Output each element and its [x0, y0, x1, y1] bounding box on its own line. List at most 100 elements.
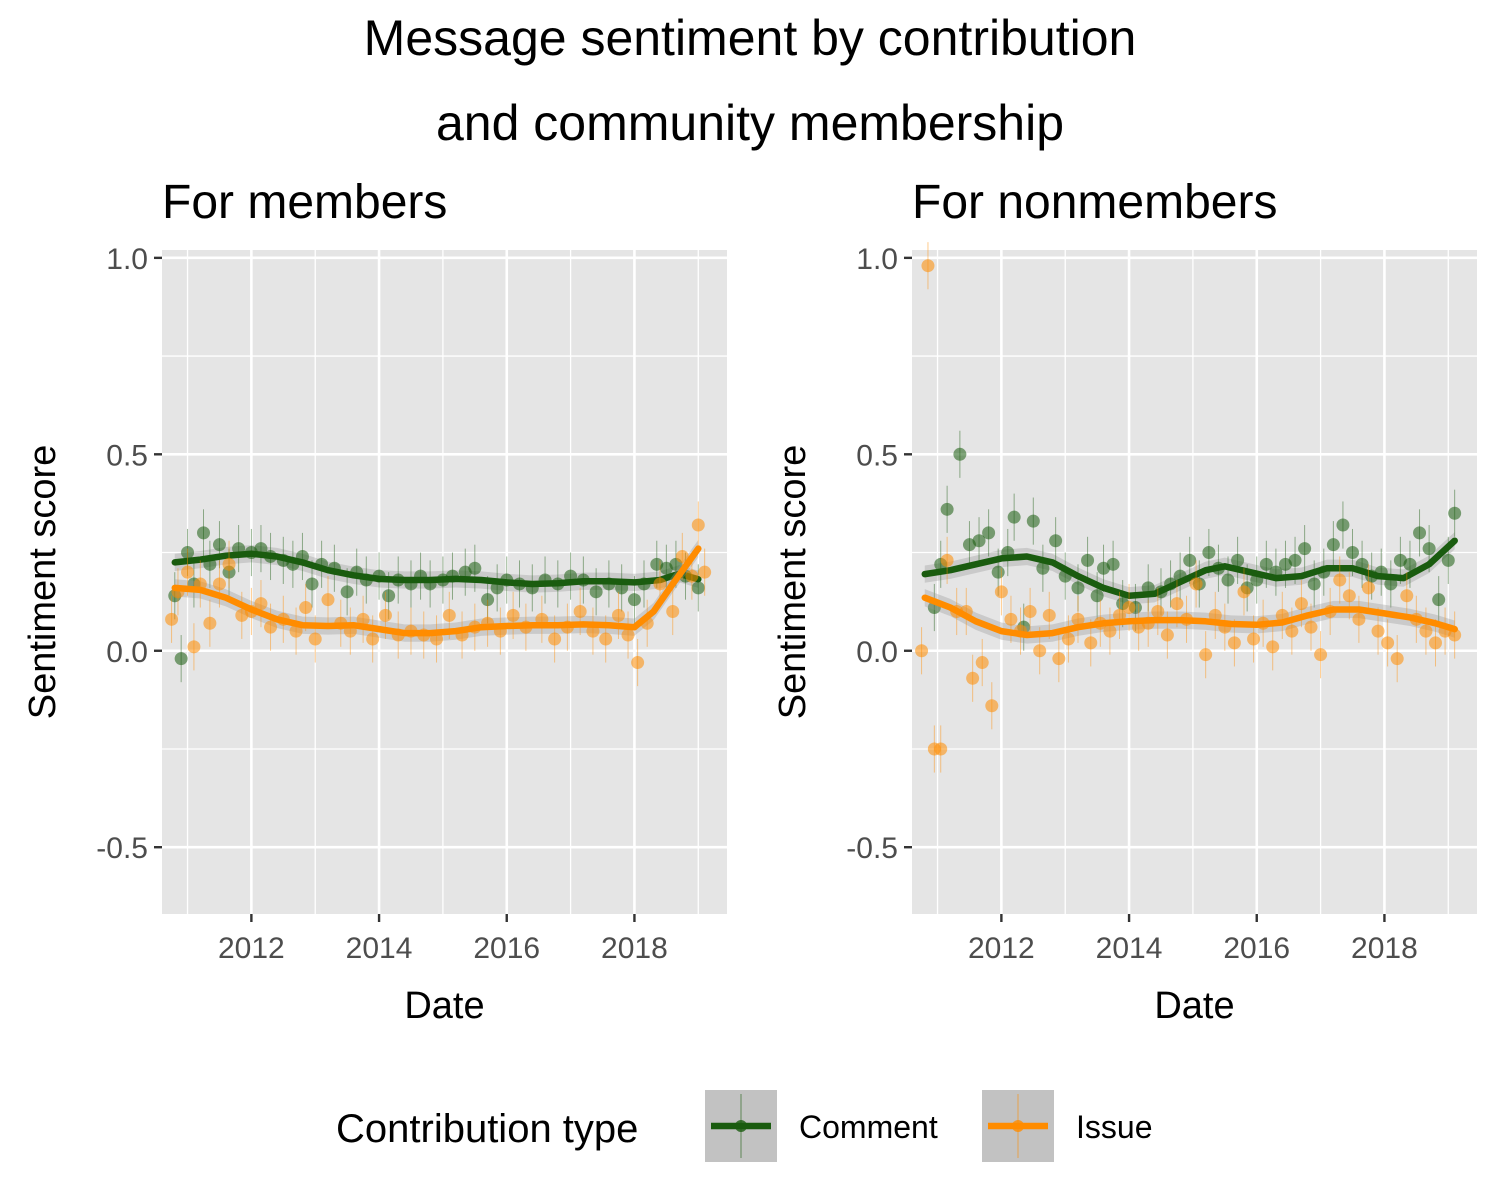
data-point: [691, 518, 705, 532]
data-point: [698, 565, 712, 579]
data-point: [1448, 506, 1462, 520]
data-point: [1419, 624, 1433, 638]
data-point: [1422, 542, 1436, 556]
data-point: [1061, 632, 1075, 646]
smooth-line: [921, 594, 1458, 639]
data-point: [611, 608, 625, 622]
data-point: [382, 589, 396, 603]
data-point: [975, 656, 989, 670]
data-point: [1183, 553, 1197, 567]
data-point: [165, 612, 179, 626]
data-point: [181, 546, 195, 560]
y-axis-label: Sentiment score: [772, 445, 814, 720]
data-point: [1403, 557, 1417, 571]
panel-title: For nonmembers: [912, 176, 1277, 229]
data-point: [1307, 577, 1321, 591]
data-point: [1071, 612, 1085, 626]
data-point: [1049, 534, 1063, 548]
legend-label: Comment: [799, 1109, 938, 1145]
data-point: [953, 447, 967, 461]
y-tick-label: -0.5: [846, 832, 898, 865]
data-point: [991, 565, 1005, 579]
panel-title: For members: [162, 176, 447, 229]
data-point: [1247, 632, 1261, 646]
y-tick-label: 0.5: [856, 439, 898, 472]
data-point: [1052, 652, 1066, 666]
legend-key-point: [1012, 1120, 1024, 1132]
legend-key-point: [735, 1120, 747, 1132]
data-point: [573, 604, 587, 618]
data-point: [378, 608, 392, 622]
y-tick-label: 0.0: [106, 636, 148, 669]
series-comment: [921, 430, 1462, 651]
x-tick-label: 2016: [1223, 932, 1290, 965]
data-point: [264, 620, 278, 634]
data-point: [599, 632, 613, 646]
x-tick-label: 2012: [218, 932, 285, 965]
data-point: [196, 526, 210, 540]
x-axis-label: Date: [1154, 985, 1234, 1027]
data-point: [1326, 538, 1340, 552]
data-point: [1122, 601, 1136, 615]
data-point: [1202, 546, 1216, 560]
data-point: [212, 577, 226, 591]
data-point: [321, 593, 335, 607]
data-point: [627, 593, 641, 607]
data-point: [548, 632, 562, 646]
data-point: [1189, 577, 1203, 591]
data-point: [1221, 573, 1235, 587]
data-point: [1381, 636, 1395, 650]
y-tick-label: 1.0: [856, 243, 898, 276]
data-point: [203, 616, 217, 630]
data-point: [666, 604, 680, 618]
data-point: [1151, 604, 1165, 618]
data-point: [685, 569, 699, 583]
legend-item-issue: Issue: [982, 1090, 1152, 1162]
y-tick-label: 1.0: [106, 243, 148, 276]
data-point: [356, 612, 370, 626]
data-point: [1413, 526, 1427, 540]
data-point: [972, 534, 986, 548]
data-point: [994, 585, 1008, 599]
data-point: [1106, 557, 1120, 571]
data-point: [1071, 581, 1085, 595]
data-point: [1352, 612, 1366, 626]
data-point: [174, 652, 188, 666]
data-point: [940, 502, 954, 516]
data-point: [254, 597, 268, 611]
data-point: [1441, 553, 1455, 567]
data-point: [1336, 518, 1350, 532]
panel-members: 2012 2014 2016 2018 -0.5 0.0 0.5 1.0 For members…: [22, 176, 727, 1027]
x-tick-label: 2012: [968, 932, 1035, 965]
x-tick-label: 2018: [1351, 932, 1418, 965]
data-point: [1170, 597, 1184, 611]
data-point: [921, 259, 935, 273]
data-point: [1259, 557, 1273, 571]
x-tick-label: 2016: [473, 932, 540, 965]
data-point: [1400, 589, 1414, 603]
x-tick-label: 2014: [1096, 932, 1163, 965]
data-point: [366, 632, 380, 646]
data-point: [468, 561, 482, 575]
data-point: [506, 608, 520, 622]
data-point: [1004, 612, 1018, 626]
data-point: [1023, 604, 1037, 618]
data-point: [915, 644, 929, 658]
y-tick-label: -0.5: [96, 832, 148, 865]
data-point: [308, 632, 322, 646]
data-point: [621, 628, 635, 642]
data-point: [1231, 553, 1245, 567]
data-point: [940, 553, 954, 567]
data-point: [1346, 546, 1360, 560]
data-point: [1081, 553, 1095, 567]
data-point: [305, 577, 319, 591]
data-point: [1333, 573, 1347, 587]
data-point: [1429, 636, 1443, 650]
data-point: [299, 601, 313, 615]
data-point: [1266, 640, 1280, 654]
data-point: [1384, 577, 1398, 591]
y-axis-label: Sentiment score: [22, 445, 64, 720]
data-point: [1390, 652, 1404, 666]
data-point: [1314, 648, 1328, 662]
chart-title-line-1: Message sentiment by contribution: [363, 10, 1137, 66]
